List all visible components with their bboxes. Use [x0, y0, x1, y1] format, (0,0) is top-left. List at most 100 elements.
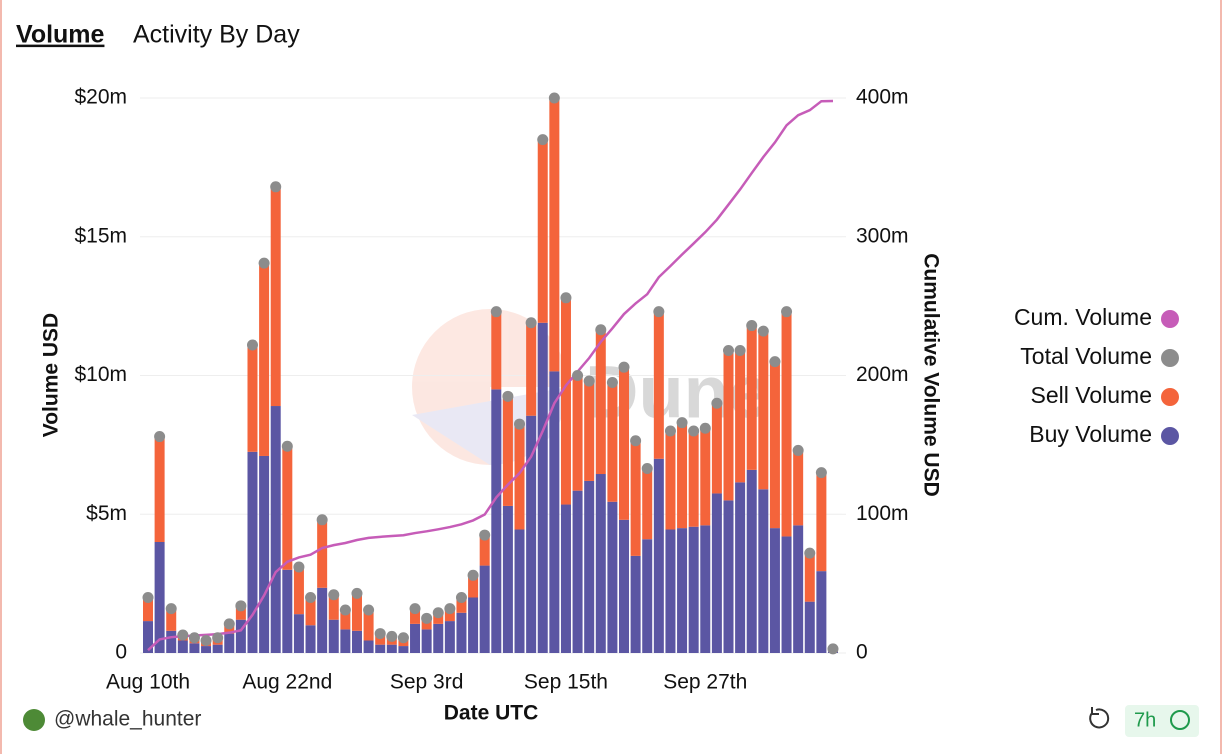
total-dot	[757, 325, 769, 337]
total-dot	[246, 339, 258, 351]
total-dot	[572, 370, 584, 381]
total-dot	[188, 632, 200, 644]
bar-segment	[212, 644, 223, 653]
total-dot	[688, 425, 700, 437]
legend-label: Sell Volume	[1031, 382, 1152, 408]
total-dot	[386, 630, 398, 642]
bar-segment	[735, 482, 746, 653]
bar-segment	[711, 403, 722, 494]
bar-segment	[526, 322, 537, 416]
bar-segment	[259, 263, 270, 456]
bar-segment	[769, 361, 780, 529]
bar-segment	[653, 311, 664, 459]
legend-label: Total Volume	[1020, 343, 1152, 369]
bar-segment	[549, 371, 560, 653]
total-dot	[444, 603, 456, 615]
y2-tick-label: 200m	[856, 363, 909, 386]
total-dot	[455, 592, 467, 603]
bar-segment	[410, 623, 421, 653]
bar-segment	[804, 553, 815, 602]
total-dot	[804, 547, 816, 559]
total-dot	[270, 181, 282, 193]
legend-swatch	[1161, 349, 1179, 367]
bar-segment	[154, 542, 165, 653]
tab-active[interactable]: Volume	[16, 21, 105, 49]
bar-segment	[769, 528, 780, 653]
bar-segment	[572, 490, 583, 653]
bar-segment	[758, 489, 769, 653]
bar-segment	[619, 367, 630, 520]
avatar	[23, 709, 45, 731]
bar-segment	[468, 575, 479, 598]
bar-segment	[386, 644, 397, 653]
total-dot	[676, 417, 688, 429]
total-dot	[827, 643, 839, 655]
bar-segment	[560, 297, 571, 505]
total-dot	[502, 390, 514, 402]
bar-segment	[433, 612, 444, 624]
total-dot	[281, 440, 293, 452]
legend-label: Buy Volume	[1029, 421, 1152, 447]
bar-segment	[665, 431, 676, 530]
total-dot	[548, 92, 560, 104]
bar-segment	[665, 529, 676, 653]
total-dot	[583, 375, 595, 387]
bar-segment	[363, 640, 374, 653]
refresh-icon[interactable]	[1089, 707, 1110, 729]
bar-segment	[235, 619, 246, 653]
total-dot	[223, 618, 235, 630]
bar-segment	[746, 469, 757, 653]
y-axis-label: Volume USD	[40, 313, 63, 437]
bar-segment	[781, 311, 792, 537]
total-dot	[630, 435, 642, 447]
bar-segment	[688, 431, 699, 527]
bar-segment	[491, 389, 502, 653]
bar-segment	[549, 98, 560, 372]
total-dot	[154, 431, 166, 443]
x-tick-label: Aug 22nd	[242, 671, 332, 694]
total-dot	[316, 514, 328, 526]
y2-tick-label: 300m	[856, 224, 909, 247]
bar-segment	[560, 504, 571, 653]
bar-segment	[502, 396, 513, 506]
bar-segment	[201, 646, 212, 653]
bar-segment	[398, 646, 409, 653]
check-icon	[1170, 710, 1190, 730]
total-dot	[165, 603, 177, 615]
total-dot	[409, 603, 421, 615]
total-dot	[432, 607, 444, 619]
bar-segment	[235, 605, 246, 620]
y-tick-label: $5m	[86, 502, 127, 525]
total-dot	[351, 587, 363, 599]
bar-segment	[375, 644, 386, 653]
bar-segment	[711, 493, 722, 653]
bar-segment	[456, 612, 467, 653]
bar-segment	[247, 451, 258, 653]
bar-segment	[688, 526, 699, 653]
bar-segment	[816, 472, 827, 572]
bar-segment	[433, 623, 444, 653]
bar-segment	[514, 424, 525, 530]
bar-segment	[630, 555, 641, 653]
bar-segment	[247, 344, 258, 452]
bar-segment	[595, 474, 606, 653]
bar-segment	[166, 608, 177, 631]
bar-segment	[340, 609, 351, 630]
bar-segment	[259, 455, 270, 653]
total-dot	[711, 397, 723, 409]
user[interactable]: @whale_hunter	[54, 708, 201, 731]
total-dot	[746, 320, 758, 332]
bar-segment	[410, 608, 421, 624]
total-dot	[525, 317, 537, 329]
bar-segment	[305, 597, 316, 626]
bar-segment	[781, 536, 792, 653]
bar-segment	[468, 597, 479, 653]
bar-segment	[584, 480, 595, 653]
total-dot	[653, 306, 665, 318]
bar-segment	[444, 608, 455, 622]
bar-segment	[619, 519, 630, 653]
bar-segment	[340, 629, 351, 653]
tab[interactable]: Activity By Day	[133, 21, 300, 49]
bar-segment	[746, 325, 757, 470]
bar-segment	[816, 571, 827, 653]
